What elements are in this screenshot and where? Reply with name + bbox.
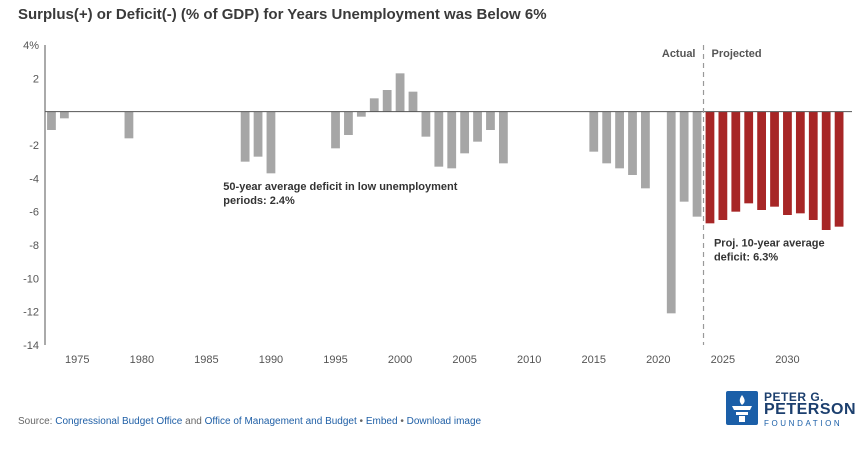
bar-actual xyxy=(434,111,444,167)
omb-link[interactable]: Office of Management and Budget xyxy=(204,416,357,427)
bar-projected xyxy=(783,111,792,215)
bar-actual xyxy=(59,111,69,119)
bar-projected xyxy=(718,111,728,220)
chart-annotation: periods: 2.4% xyxy=(223,195,295,207)
bar-projected xyxy=(705,111,715,224)
bar-actual xyxy=(124,111,134,139)
and-text: and xyxy=(185,416,202,427)
bar-projected xyxy=(821,111,831,230)
bar-actual xyxy=(602,111,612,164)
chart-annotation: deficit: 6.3% xyxy=(714,252,778,264)
source-footer: Source: Congressional Budget Office and … xyxy=(18,416,481,427)
chart-title: Surplus(+) or Deficit(-) (% of GDP) for … xyxy=(18,6,547,23)
bar-actual xyxy=(331,111,340,149)
projected-label: Projected xyxy=(712,48,762,60)
chart-annotation: 50-year average deficit in low unemploym… xyxy=(223,181,457,193)
y-tick-label: 4% xyxy=(23,40,39,52)
bar-actual xyxy=(408,91,418,112)
bar-actual xyxy=(615,111,624,169)
bar-projected xyxy=(757,111,767,210)
y-tick-label: -8 xyxy=(29,240,39,252)
bar-projected xyxy=(744,111,754,204)
actual-label: Actual xyxy=(662,48,696,60)
x-tick-label: 2015 xyxy=(582,354,606,366)
bar-actual xyxy=(253,111,263,157)
bar-actual xyxy=(344,111,353,135)
x-tick-label: 2005 xyxy=(452,354,476,366)
bar-projected xyxy=(834,111,844,227)
y-tick-label: -14 xyxy=(23,340,39,352)
bar-actual xyxy=(692,111,702,217)
bar-actual xyxy=(666,111,676,314)
bar-actual xyxy=(628,111,637,175)
x-tick-label: 2025 xyxy=(711,354,735,366)
y-tick-label: 2 xyxy=(33,73,39,85)
bar-actual xyxy=(266,111,276,174)
bar-actual xyxy=(395,73,405,112)
bar-actual xyxy=(473,111,482,142)
bar-projected xyxy=(770,111,779,207)
bar-projected xyxy=(731,111,741,212)
y-tick-label: -4 xyxy=(29,173,39,185)
bullet-separator: • xyxy=(400,416,404,427)
y-tick-label: -10 xyxy=(23,273,39,285)
bar-actual xyxy=(369,98,379,112)
bar-actual xyxy=(421,111,431,137)
logo-line-2: PETERSON xyxy=(764,401,857,418)
x-tick-label: 2010 xyxy=(517,354,541,366)
x-tick-label: 1995 xyxy=(323,354,347,366)
bullet-separator: • xyxy=(359,416,364,427)
x-tick-label: 1990 xyxy=(259,354,283,366)
bar-actual xyxy=(240,111,250,162)
x-tick-label: 1985 xyxy=(194,354,218,366)
torch-icon xyxy=(726,391,758,425)
bar-actual xyxy=(382,90,392,112)
bar-actual xyxy=(641,111,650,189)
cbo-link[interactable]: Congressional Budget Office xyxy=(55,416,183,427)
bar-actual xyxy=(498,111,508,164)
peterson-foundation-logo[interactable]: PETER G. PETERSON FOUNDATION xyxy=(726,389,856,429)
x-tick-label: 2020 xyxy=(646,354,670,366)
x-tick-label: 2030 xyxy=(775,354,799,366)
logo-line-1: PETER G. xyxy=(764,390,825,404)
download-image-link[interactable]: Download image xyxy=(406,416,482,427)
bar-actual xyxy=(679,111,689,202)
y-tick-label: -6 xyxy=(29,207,39,219)
bar-projected xyxy=(795,111,805,214)
bar-actual xyxy=(460,111,470,154)
bar-actual xyxy=(447,111,457,169)
y-tick-label: -12 xyxy=(23,307,39,319)
bar-actual xyxy=(486,111,495,130)
x-tick-label: 1980 xyxy=(130,354,154,366)
bar-actual xyxy=(47,111,56,130)
bar-projected xyxy=(808,111,818,220)
bar-actual xyxy=(589,111,599,152)
embed-link[interactable]: Embed xyxy=(365,416,398,427)
x-tick-label: 2000 xyxy=(388,354,412,366)
x-tick-label: 1975 xyxy=(65,354,89,366)
y-tick-label: -2 xyxy=(29,140,39,152)
source-label: Source: xyxy=(18,416,53,427)
deficit-bar-chart: 4% 2 -2 -4 -6 -8 -10 -12 -14 1975 1980 1985 1990 1995… xyxy=(23,40,852,366)
chart-annotation: Proj. 10-year average xyxy=(714,238,825,250)
bar-actual xyxy=(356,111,366,117)
logo-line-3: FOUNDATION xyxy=(764,419,843,428)
